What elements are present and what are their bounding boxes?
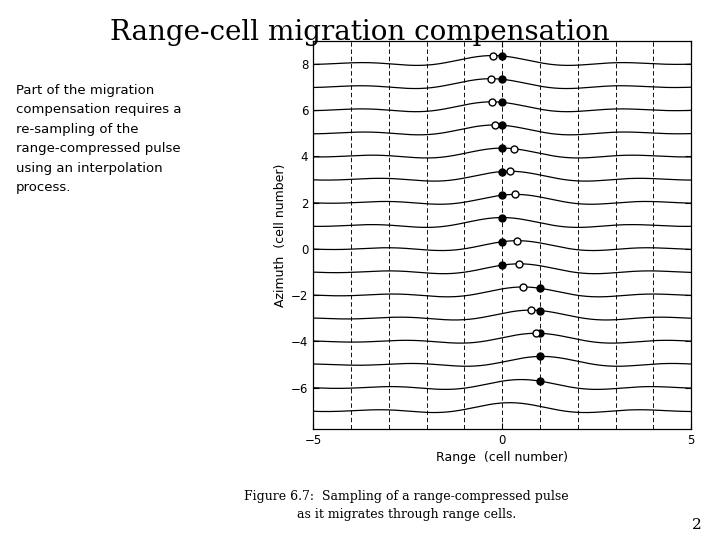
Y-axis label: Azimuth  (cell number): Azimuth (cell number) — [274, 163, 287, 307]
Text: Range-cell migration compensation: Range-cell migration compensation — [110, 19, 610, 46]
Text: 2: 2 — [692, 518, 702, 532]
Text: Figure 6.7:  Sampling of a range-compressed pulse
as it migrates through range c: Figure 6.7: Sampling of a range-compress… — [245, 490, 569, 521]
Text: Part of the migration
compensation requires a
re-sampling of the
range-compresse: Part of the migration compensation requi… — [16, 84, 181, 194]
X-axis label: Range  (cell number): Range (cell number) — [436, 451, 568, 464]
